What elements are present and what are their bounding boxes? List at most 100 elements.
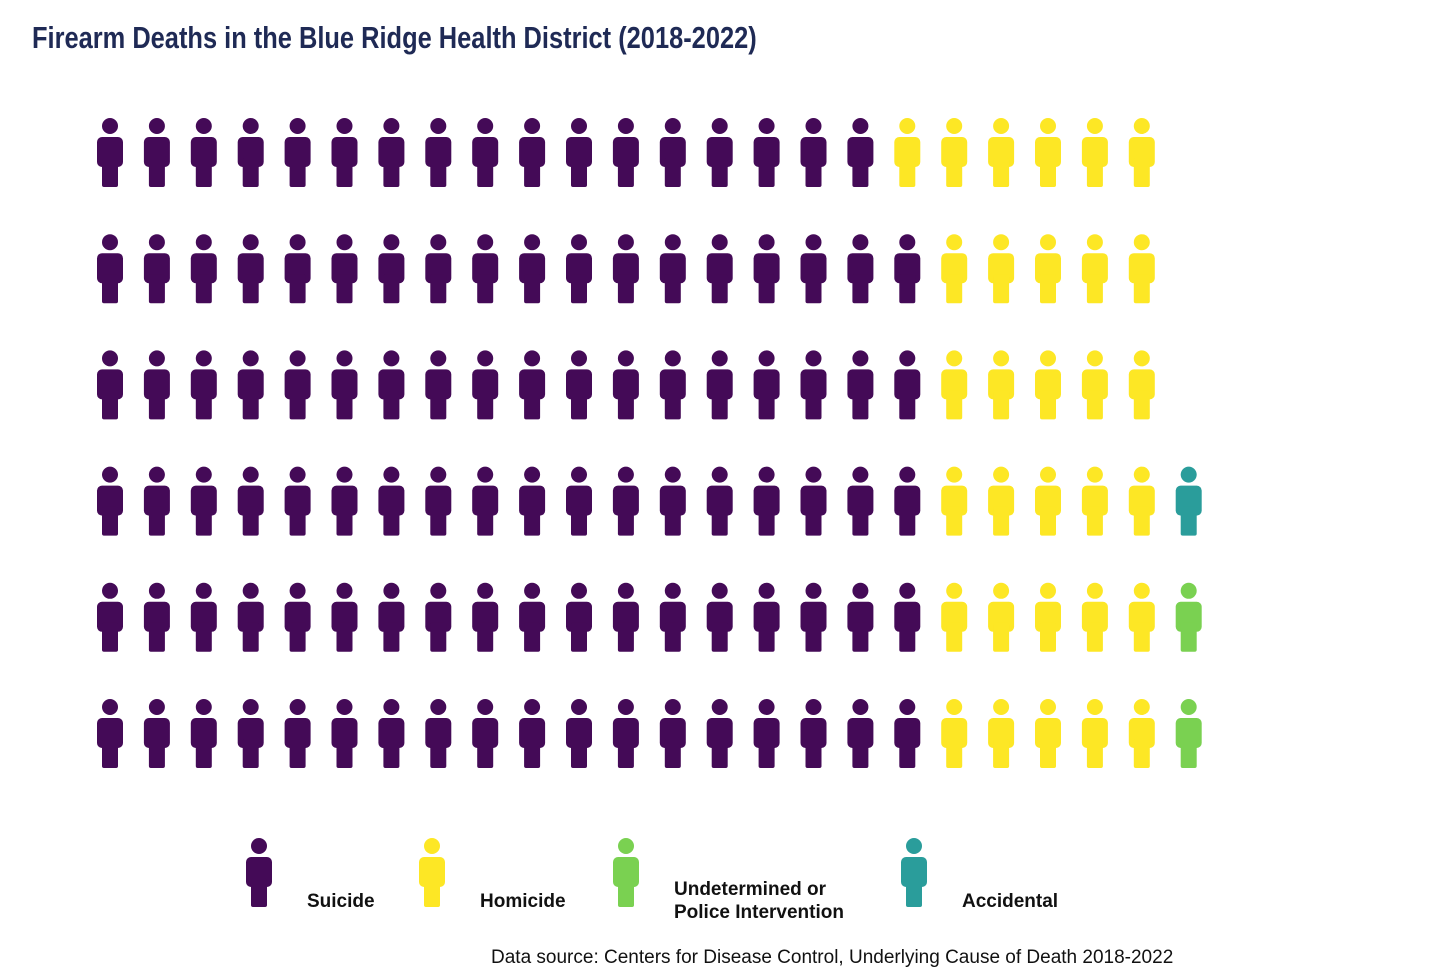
person-icon-suicide-r5-c15 <box>753 582 780 652</box>
person-icon-suicide-r6-c14 <box>706 699 733 768</box>
person-icon-suicide-r6-c13 <box>659 699 686 768</box>
person-icon-suicide-r4-c2 <box>143 466 170 536</box>
person-icon-suicide-r4-c8 <box>425 466 452 536</box>
person-icon-suicide-r5-c13 <box>659 582 686 652</box>
person-icon-homicide-r3-c22 <box>1081 350 1108 420</box>
person-icon-suicide-r3-c8 <box>425 350 452 420</box>
person-icon-suicide-r6-c16 <box>800 699 827 768</box>
legend-icon-undetermined <box>613 838 639 907</box>
legend-label-undetermined: Undetermined or Police Intervention <box>674 879 844 923</box>
person-icon-suicide-r2-c6 <box>331 234 358 304</box>
legend-icon-homicide <box>419 838 445 907</box>
person-icon-suicide-r6-c11 <box>566 699 592 768</box>
person-icon-suicide-r1-c11 <box>566 118 592 187</box>
legend-label-homicide: Homicide <box>480 891 566 912</box>
person-icon-suicide-r1-c13 <box>659 118 686 187</box>
person-icon-homicide-r1-c21 <box>1035 118 1061 187</box>
person-icon-accidental-r4-c24 <box>1175 466 1202 536</box>
person-icon-suicide-r1-c7 <box>378 118 405 187</box>
person-icon-suicide-r5-c2 <box>143 582 170 652</box>
person-icon-suicide-r6-c10 <box>519 699 546 768</box>
person-icon-suicide-r2-c8 <box>425 234 452 304</box>
person-icon-suicide-r1-c17 <box>847 118 874 187</box>
person-icon-suicide-r2-c12 <box>612 234 639 304</box>
person-icon-suicide-r3-c10 <box>519 350 546 420</box>
person-icon-homicide-r2-c20 <box>988 234 1015 304</box>
person-icon-suicide-r1-c3 <box>190 118 217 187</box>
person-icon-suicide-r3-c1 <box>97 350 123 420</box>
person-icon-suicide-r5-c9 <box>472 582 499 652</box>
person-icon-suicide-r6-c18 <box>894 699 921 768</box>
person-icon-suicide-r5-c12 <box>612 582 639 652</box>
person-icon-suicide-r3-c12 <box>612 350 639 420</box>
person-icon-homicide-r3-c21 <box>1035 350 1061 420</box>
person-icon-suicide-r4-c13 <box>659 466 686 536</box>
person-icon-suicide-r4-c7 <box>378 466 405 536</box>
person-icon-homicide-r1-c19 <box>941 118 968 187</box>
person-icon-suicide-r5-c17 <box>847 582 874 652</box>
person-icon-suicide-r3-c13 <box>659 350 686 420</box>
person-icon-homicide-r4-c20 <box>988 466 1015 536</box>
person-icon-homicide-r3-c19 <box>941 350 968 420</box>
person-icon-suicide-r5-c5 <box>284 582 311 652</box>
person-icon-suicide-r2-c4 <box>237 234 264 304</box>
person-icon-suicide-r5-c16 <box>800 582 827 652</box>
person-icon-suicide-r5-c1 <box>97 582 123 652</box>
person-icon-suicide-r4-c16 <box>800 466 827 536</box>
person-icon-grid <box>97 118 1202 768</box>
person-icon-suicide-r2-c11 <box>566 234 592 304</box>
person-icon-homicide-r3-c23 <box>1128 350 1155 420</box>
legend-icon-suicide <box>246 838 272 907</box>
person-icon-homicide-r5-c19 <box>941 582 968 652</box>
legend-icon-accidental <box>901 838 927 907</box>
person-icon-suicide-r6-c9 <box>472 699 499 768</box>
legend-label-suicide: Suicide <box>307 891 375 912</box>
person-icon-homicide-r6-c22 <box>1081 699 1108 768</box>
person-icon-suicide-r5-c6 <box>331 582 358 652</box>
person-icon-suicide-r4-c1 <box>97 466 123 536</box>
person-icon-suicide-r2-c7 <box>378 234 405 304</box>
legend: Suicide Homicide Undetermined or Police Int… <box>246 838 1058 923</box>
page-title: Firearm Deaths in the Blue Ridge Health … <box>32 20 757 55</box>
person-icon-suicide-r5-c18 <box>894 582 921 652</box>
person-icon-homicide-r4-c19 <box>941 466 968 536</box>
person-icon-suicide-r4-c18 <box>894 466 921 536</box>
person-icon-suicide-r4-c17 <box>847 466 874 536</box>
person-icon-suicide-r6-c7 <box>378 699 405 768</box>
person-icon-suicide-r4-c14 <box>706 466 733 536</box>
person-icon-homicide-r6-c21 <box>1035 699 1061 768</box>
person-icon-homicide-r6-c23 <box>1128 699 1155 768</box>
person-icon-suicide-r5-c11 <box>566 582 592 652</box>
person-icon-homicide-r2-c19 <box>941 234 968 304</box>
person-icon-suicide-r5-c8 <box>425 582 452 652</box>
person-icon-suicide-r1-c16 <box>800 118 827 187</box>
person-icon-suicide-r1-c15 <box>753 118 780 187</box>
person-icon-suicide-r3-c9 <box>472 350 499 420</box>
person-icon-suicide-r2-c15 <box>753 234 780 304</box>
person-icon-homicide-r2-c21 <box>1035 234 1061 304</box>
person-icon-suicide-r4-c6 <box>331 466 358 536</box>
person-icon-suicide-r4-c4 <box>237 466 264 536</box>
person-icon-suicide-r3-c16 <box>800 350 827 420</box>
person-icon-suicide-r2-c18 <box>894 234 921 304</box>
person-icon-suicide-r3-c14 <box>706 350 733 420</box>
person-icon-suicide-r4-c5 <box>284 466 311 536</box>
person-icon-suicide-r3-c7 <box>378 350 405 420</box>
person-icon-suicide-r2-c3 <box>190 234 217 304</box>
person-icon-suicide-r3-c6 <box>331 350 358 420</box>
person-icon-homicide-r1-c23 <box>1128 118 1155 187</box>
person-icon-homicide-r2-c22 <box>1081 234 1108 304</box>
person-icon-homicide-r6-c20 <box>988 699 1015 768</box>
person-icon-suicide-r3-c4 <box>237 350 264 420</box>
legend-label-accidental: Accidental <box>962 891 1058 912</box>
person-icon-suicide-r1-c5 <box>284 118 311 187</box>
person-icon-homicide-r1-c18 <box>894 118 921 187</box>
person-icon-suicide-r3-c18 <box>894 350 921 420</box>
person-icon-suicide-r1-c6 <box>331 118 358 187</box>
person-icon-suicide-r6-c3 <box>190 699 217 768</box>
person-icon-suicide-r6-c12 <box>612 699 639 768</box>
person-icon-suicide-r6-c2 <box>143 699 170 768</box>
person-icon-suicide-r3-c2 <box>143 350 170 420</box>
person-icon-suicide-r1-c14 <box>706 118 733 187</box>
person-icon-suicide-r3-c15 <box>753 350 780 420</box>
